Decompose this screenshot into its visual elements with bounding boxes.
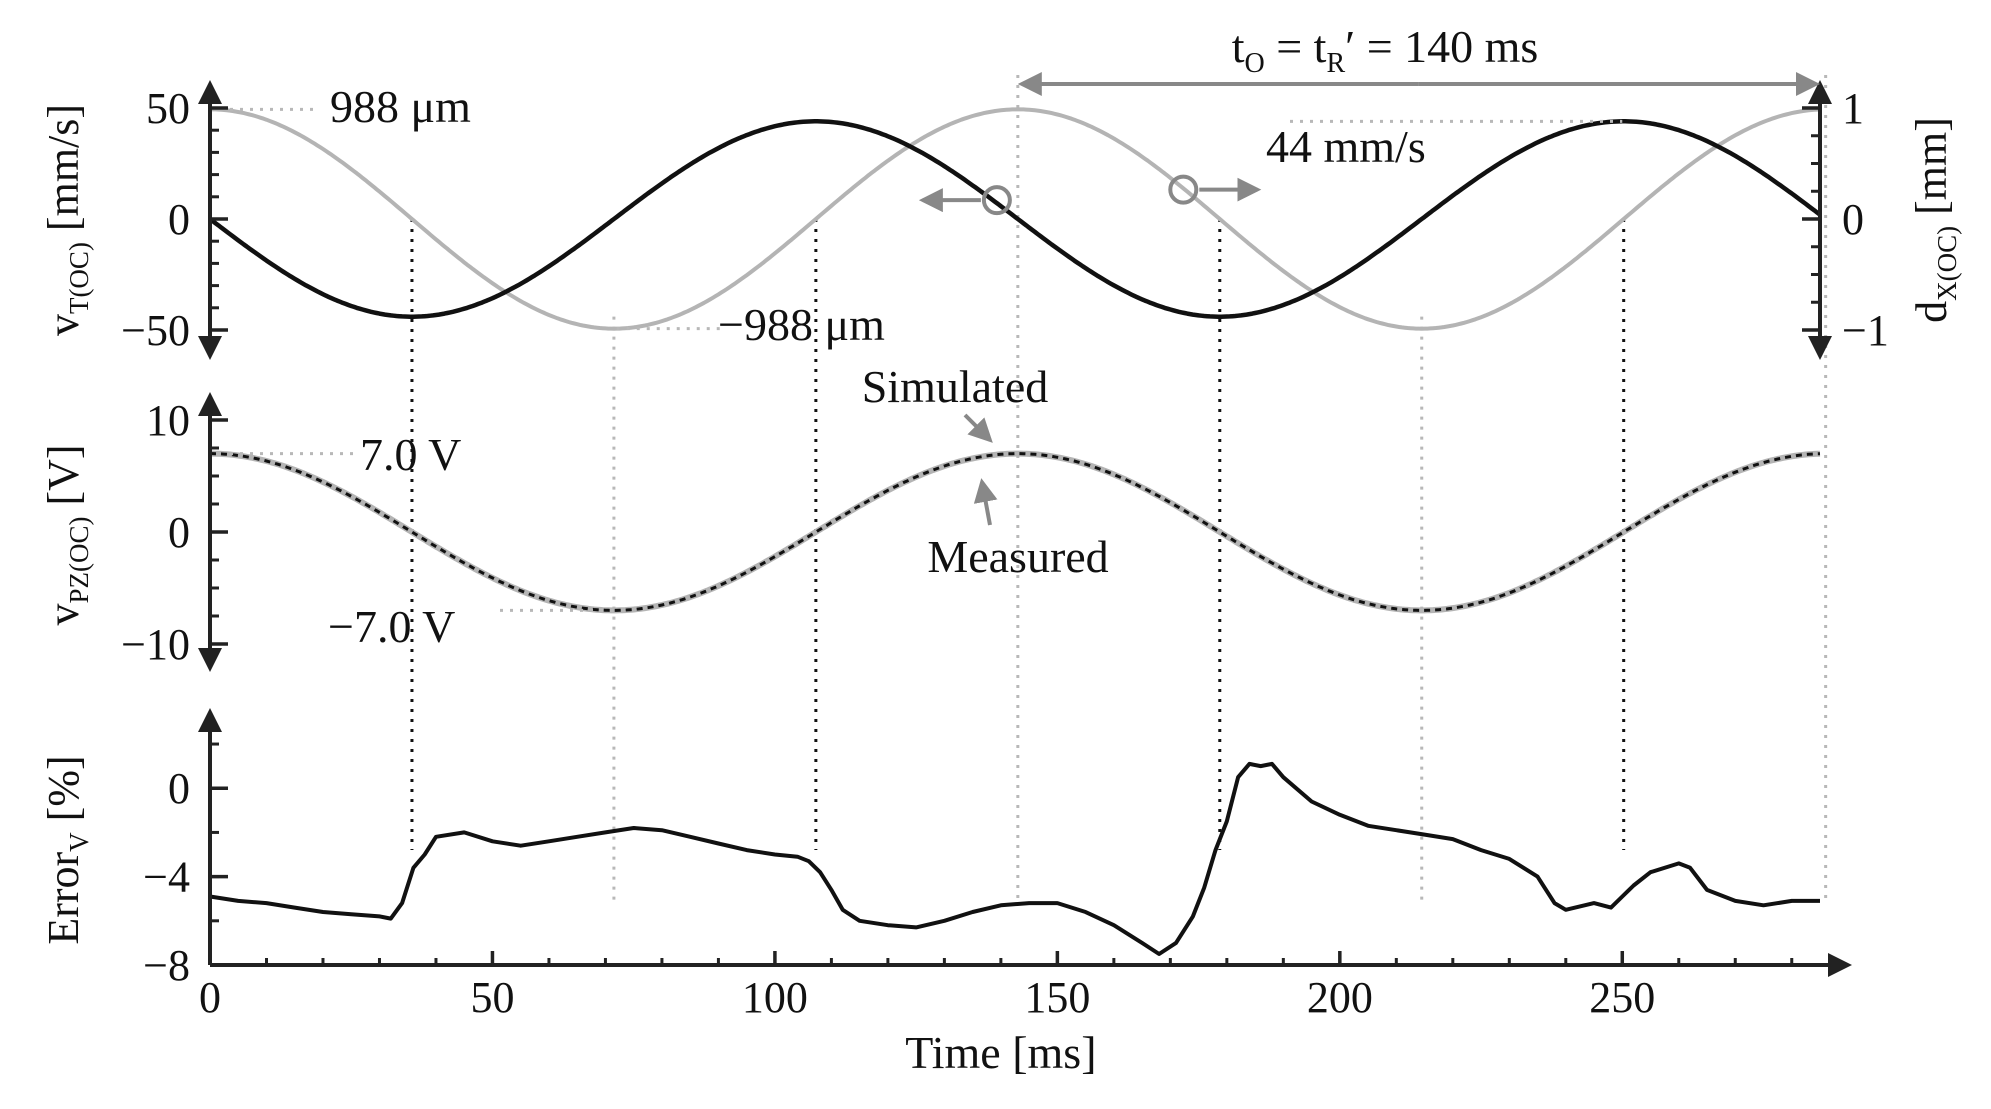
plot-axes (198, 72, 1852, 977)
measured-pointer (973, 478, 998, 526)
annotation-amp-pos: 988 μm (330, 81, 471, 132)
mid-tick-label: 0 (168, 508, 190, 557)
top-right-axis-label: dX(OC) [mm] (1907, 117, 1962, 323)
annotation-v-amp-neg: −7.0 V (328, 601, 455, 652)
bottom-tick-label: 0 (168, 764, 190, 813)
top-left-axis-label: vT(OC) [mm/s] (39, 104, 94, 336)
error-curve (209, 761, 1820, 956)
vertical-guides (410, 75, 1828, 905)
top-left-tick-label: 50 (146, 84, 190, 133)
x-axis-label: Time [ms] (905, 1027, 1096, 1078)
annotation-vel-amp: 44 mm/s (1266, 121, 1426, 172)
mid-tick-label: −10 (121, 620, 190, 669)
mid-axis-label: vPZ(OC) [V] (39, 444, 94, 625)
plot-curves (208, 107, 1822, 956)
top-left-tick-label: −50 (121, 306, 190, 355)
x-tick-label: 250 (1589, 973, 1655, 1022)
bottom-tick-label: −8 (143, 941, 190, 990)
x-tick-label: 50 (470, 973, 514, 1022)
velocity-marker-circle (981, 185, 1012, 216)
displacement-marker-circle (1168, 174, 1199, 205)
top-left-tick-label: 0 (168, 195, 190, 244)
annotation-v-amp-pos: 7.0 V (360, 429, 461, 480)
annotation-amp-neg: −988 μm (718, 299, 885, 350)
displacement-curve (209, 107, 1821, 331)
simulated-pointer (963, 413, 993, 443)
x-tick-label: 0 (199, 973, 221, 1022)
top-right-tick-label: 0 (1842, 195, 1864, 244)
x-tick-label: 150 (1024, 973, 1090, 1022)
bottom-tick-label: −4 (143, 853, 190, 902)
measured-voltage-curve (210, 452, 1821, 612)
annotation-period: tO = tR′ = 140 ms (1232, 21, 1539, 79)
annotation-simulated: Simulated (862, 361, 1049, 412)
top-right-tick-label: −1 (1842, 306, 1889, 355)
annotation-measured: Measured (927, 531, 1108, 582)
top-right-tick-label: 1 (1842, 84, 1864, 133)
bottom-axis-label: ErrorV [%] (39, 755, 94, 944)
mid-tick-label: 10 (146, 396, 190, 445)
x-tick-label: 100 (742, 973, 808, 1022)
velocity-curve (208, 119, 1822, 319)
x-tick-label: 200 (1307, 973, 1373, 1022)
